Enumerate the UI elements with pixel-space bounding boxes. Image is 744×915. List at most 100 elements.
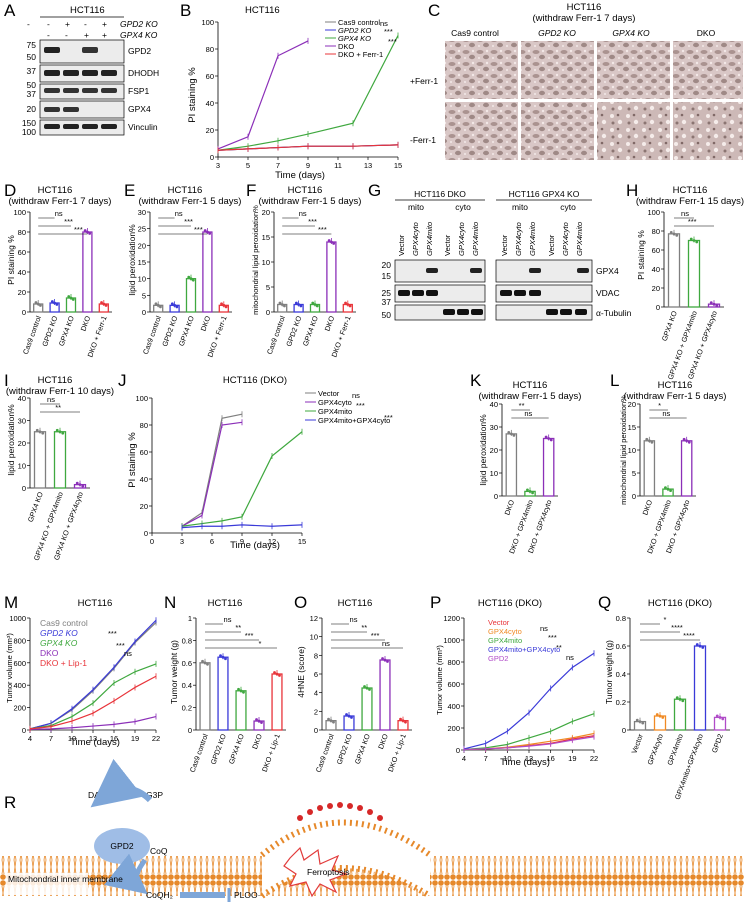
series-line [181, 524, 303, 529]
y-tick-label: 10 [310, 633, 318, 642]
gpd2-label: GPD2 [110, 841, 133, 851]
y-tick-label: 0 [456, 746, 460, 755]
lane-label: GPX4cyto [457, 222, 466, 256]
y-tick-label: 0 [22, 308, 26, 317]
x-tick-label: 15 [298, 537, 306, 546]
panel-letter-H: H [626, 181, 638, 200]
panel-subtitle: (withdraw Ferr-1 15 days) [636, 196, 744, 207]
x-tick-label: DKO [250, 732, 264, 750]
x-tick-label: DKO [640, 498, 654, 516]
x-tick-label: GPX4 KO [177, 314, 196, 347]
sig-label: *** [245, 631, 254, 640]
x-tick-label: DKO [502, 498, 516, 516]
panel-title: HCT116 [658, 380, 693, 391]
data-point [655, 713, 659, 716]
data-point [526, 488, 529, 492]
data-point [507, 431, 511, 434]
panel-letter-A: A [4, 1, 16, 20]
data-point [206, 662, 209, 666]
y-tick-label: 20 [18, 288, 26, 297]
panel-letter-N: N [164, 593, 176, 612]
group-label: HCT116 DKO [414, 189, 466, 199]
lane-label: GPX4mito [471, 222, 480, 256]
legend-item: GPD2 KO [40, 628, 78, 638]
y-tick-label: 10 [18, 462, 26, 471]
x-tick-label: 13 [364, 161, 372, 170]
series-line [217, 144, 399, 151]
bar [199, 662, 211, 731]
y-axis-label: PI staining % [127, 432, 138, 488]
y-tick-label: 60 [652, 246, 660, 255]
y-tick-label: 5 [266, 283, 270, 292]
y-tick-label: 0.2 [616, 698, 626, 707]
legend-item: Cas9 control [40, 618, 88, 628]
lane-label: GPX4mito [425, 222, 434, 256]
panel-title: HCT116 [78, 598, 113, 609]
legend-item: DKO [40, 648, 59, 658]
ploo-label: PLOO· [234, 890, 260, 900]
band-label: DHODH [128, 68, 159, 78]
y-tick-label: 0 [494, 492, 498, 501]
panel-B: B HCT116 Time (days) PI staining % 0 20 40… [180, 1, 402, 181]
sig-label: *** [384, 413, 393, 422]
data-point [41, 431, 45, 435]
y-tick-label: 20 [628, 400, 636, 409]
data-point [363, 685, 366, 688]
panel-letter-I: I [4, 371, 9, 390]
y-axis-label: PI staining % [6, 235, 16, 285]
sig-label: ns [175, 209, 183, 218]
x-axis-label: Time (days) [230, 540, 280, 551]
series-line [181, 431, 303, 527]
y-tick-label: 0 [266, 308, 270, 317]
y-tick-label: 60 [140, 448, 148, 457]
fraction-label: cyto [455, 202, 471, 212]
x-tick-label: GPX4 KO [26, 490, 45, 523]
x-tick-label: GPX4 KO [301, 314, 320, 347]
sign: + [102, 30, 107, 40]
coqh2-label: CoQH₂ [146, 890, 173, 900]
y-tick-label: 5 [142, 291, 146, 300]
data-point [345, 713, 348, 716]
panel-letter-Q: Q [598, 593, 611, 612]
mw-marker: 50 [27, 80, 37, 90]
mw-marker: 50 [382, 310, 392, 320]
mw-marker: 15 [382, 271, 392, 281]
panel-subtitle: (withdraw Ferr-1 7 days) [9, 196, 112, 207]
y-tick-label: 400 [13, 681, 26, 690]
panel-title: HCT116 [288, 185, 323, 196]
x-tick-label: 19 [131, 734, 139, 743]
bar [667, 233, 681, 308]
sig-label: *** [384, 27, 393, 36]
y-tick-label: 20 [140, 502, 148, 511]
panel-letter-J: J [118, 371, 127, 390]
sign: + [65, 19, 70, 29]
x-tick-label: 13 [89, 734, 97, 743]
legend-J: Vector GPX4cyto GPX4mito GPX4mito+GPX4cy… [305, 389, 393, 425]
band-label: VDAC [596, 288, 620, 298]
fraction-label: mito [512, 202, 528, 212]
panel-O: O HCT116 4HNE (score) 0 2 4 6 8 10 12 Cas9 cont… [294, 593, 412, 774]
y-tick-label: 600 [447, 680, 460, 689]
legend-item: GPX4 KO [338, 34, 371, 43]
bar [505, 433, 518, 497]
data-point [715, 304, 719, 308]
y-tick-label: 0 [622, 726, 626, 735]
legend-B: Cas9 control GPD2 KO GPX4 KO DKO DKO + F… [325, 18, 397, 59]
panel-letter-K: K [470, 371, 482, 390]
y-tick-label: 1200 [443, 614, 460, 623]
legend-P: Vector GPX4cyto GPX4mito GPX4mito+GPX4cy… [488, 618, 574, 663]
sign: - [84, 19, 87, 29]
legend-item: GPD2 KO [338, 26, 372, 35]
data-point [34, 301, 38, 304]
data-point [650, 440, 654, 444]
y-tick-label: 100 [135, 394, 148, 403]
x-tick-label: 16 [110, 734, 118, 743]
y-axis-label: Tumor weight (g) [604, 640, 614, 704]
mw-marker: 150 [22, 118, 36, 128]
band-label: GPX4 [596, 266, 619, 276]
row-label: +Ferr-1 [410, 76, 438, 86]
panel-subtitle: (withdraw Ferr-1 5 days) [259, 196, 362, 207]
panel-title: HCT116 (DKO) [478, 598, 542, 609]
y-tick-label: 0 [314, 726, 318, 735]
x-tick-label: GPX4 KO [227, 732, 246, 765]
